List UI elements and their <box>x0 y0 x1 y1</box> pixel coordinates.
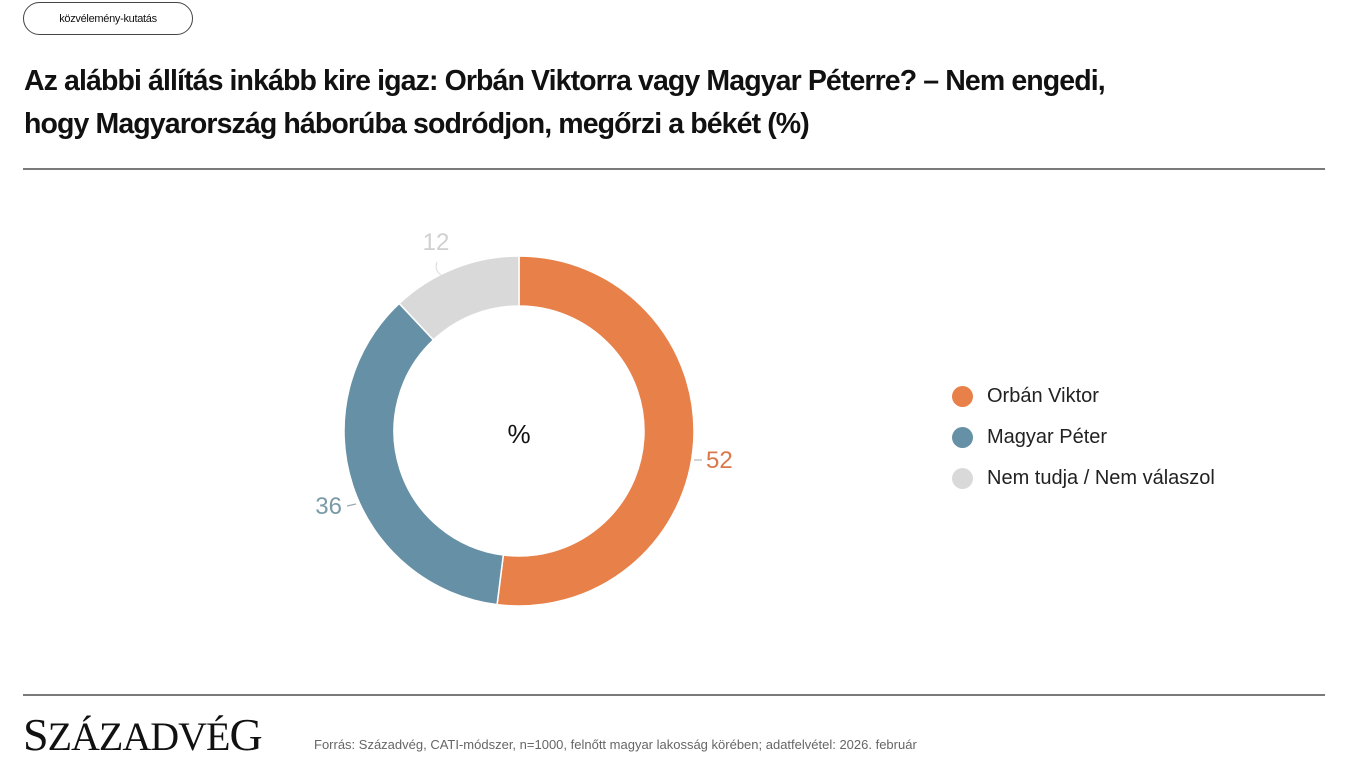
bottom-divider <box>23 694 1325 696</box>
legend-label: Nem tudja / Nem válaszol <box>987 467 1215 489</box>
data-label-nem-tudja: 12 <box>423 229 450 256</box>
slice-magyar[interactable] <box>343 302 505 606</box>
blue-dot-icon <box>952 427 973 448</box>
data-label-orban: 52 <box>706 447 733 474</box>
szazadveg-logo: SZÁZADVÉG <box>23 709 263 760</box>
gray-dot-icon <box>952 468 973 489</box>
logo-middle: ZÁZADVÉ <box>47 714 231 759</box>
chart-legend: Orbán Viktor Magyar Péter Nem tudja / Ne… <box>952 376 1215 499</box>
slice-nem-tudja[interactable] <box>398 255 520 341</box>
leader-line <box>435 261 442 276</box>
category-tag[interactable]: közvélemény-kutatás <box>23 2 193 35</box>
top-divider <box>23 168 1325 170</box>
orange-dot-icon <box>952 386 973 407</box>
logo-final: G <box>229 709 262 760</box>
chart-title-line-1: Az alábbi állítás inkább kire igaz: Orbá… <box>24 65 1106 97</box>
chart-title: Az alábbi állítás inkább kire igaz: Orbá… <box>24 60 1324 146</box>
source-note: Forrás: Századvég, CATI-módszer, n=1000,… <box>314 737 917 752</box>
legend-item-nem-tudja[interactable]: Nem tudja / Nem válaszol <box>952 458 1215 499</box>
legend-label: Orbán Viktor <box>987 385 1099 407</box>
label-leaders <box>346 261 702 507</box>
category-tag-label: közvélemény-kutatás <box>59 12 157 25</box>
leader-line <box>346 503 357 507</box>
center-percent-label: % <box>507 419 530 449</box>
logo-initial: S <box>23 709 49 760</box>
legend-label: Magyar Péter <box>987 426 1108 448</box>
slice-orban[interactable] <box>496 255 695 607</box>
legend-item-magyar[interactable]: Magyar Péter <box>952 417 1215 458</box>
chart-title-line-2: hogy Magyarország háborúba sodródjon, me… <box>24 108 810 140</box>
legend-item-orban[interactable]: Orbán Viktor <box>952 376 1215 417</box>
data-label-magyar: 36 <box>315 493 342 520</box>
donut-slices <box>343 255 695 607</box>
